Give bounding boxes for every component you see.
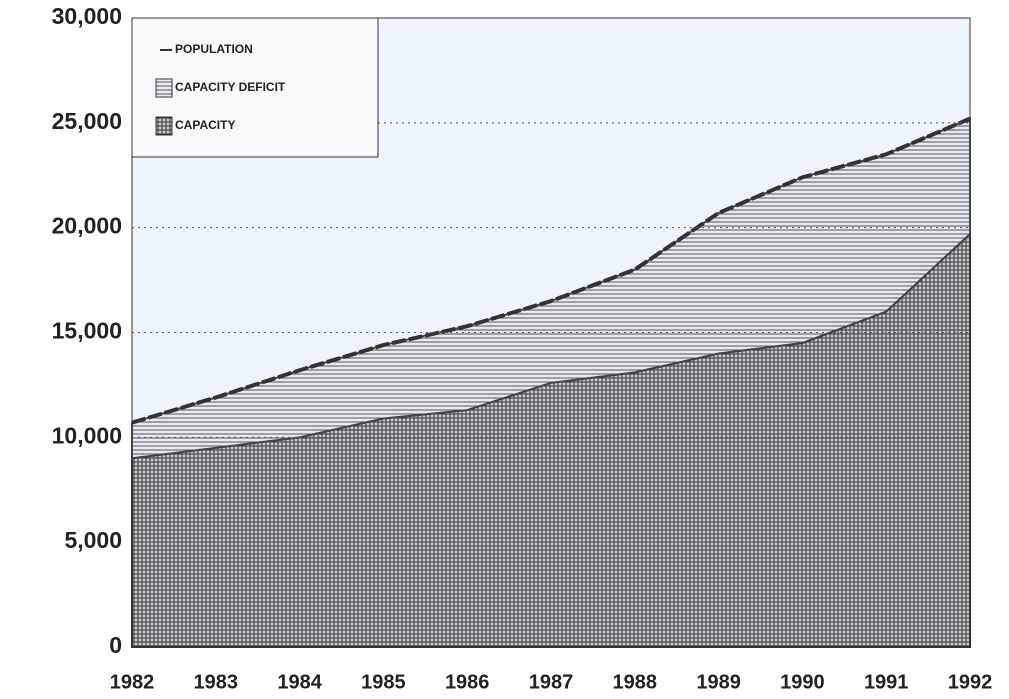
legend-swatch xyxy=(155,116,173,136)
y-tick-label: 0 xyxy=(109,632,122,658)
x-tick-label: 1989 xyxy=(696,671,741,693)
y-tick-label: 20,000 xyxy=(52,213,122,239)
x-tick-label: 1983 xyxy=(194,671,239,693)
y-tick-label: 5,000 xyxy=(64,527,122,553)
legend-swatch xyxy=(155,78,173,98)
y-tick-label: 10,000 xyxy=(52,422,122,448)
y-tick-label: 30,000 xyxy=(52,3,122,29)
x-tick-label: 1986 xyxy=(445,671,490,693)
population-line xyxy=(131,116,971,425)
x-tick-label: 1991 xyxy=(864,671,909,693)
x-tick-label: 1987 xyxy=(529,671,574,693)
x-tick-label: 1988 xyxy=(613,671,658,693)
legend-label: CAPACITY xyxy=(175,118,235,132)
x-tick-label: 1985 xyxy=(361,671,406,693)
x-tick-label: 1984 xyxy=(277,671,322,693)
x-tick-label: 1982 xyxy=(110,671,155,693)
y-tick-label: 15,000 xyxy=(52,318,122,344)
y-tick-label: 25,000 xyxy=(52,108,122,134)
legend-label: POPULATION xyxy=(175,42,253,56)
legend-label: CAPACITY DEFICIT xyxy=(175,80,286,94)
x-tick-label: 1992 xyxy=(948,671,993,693)
legend-box xyxy=(131,17,379,158)
x-tick-label: 1990 xyxy=(780,671,825,693)
